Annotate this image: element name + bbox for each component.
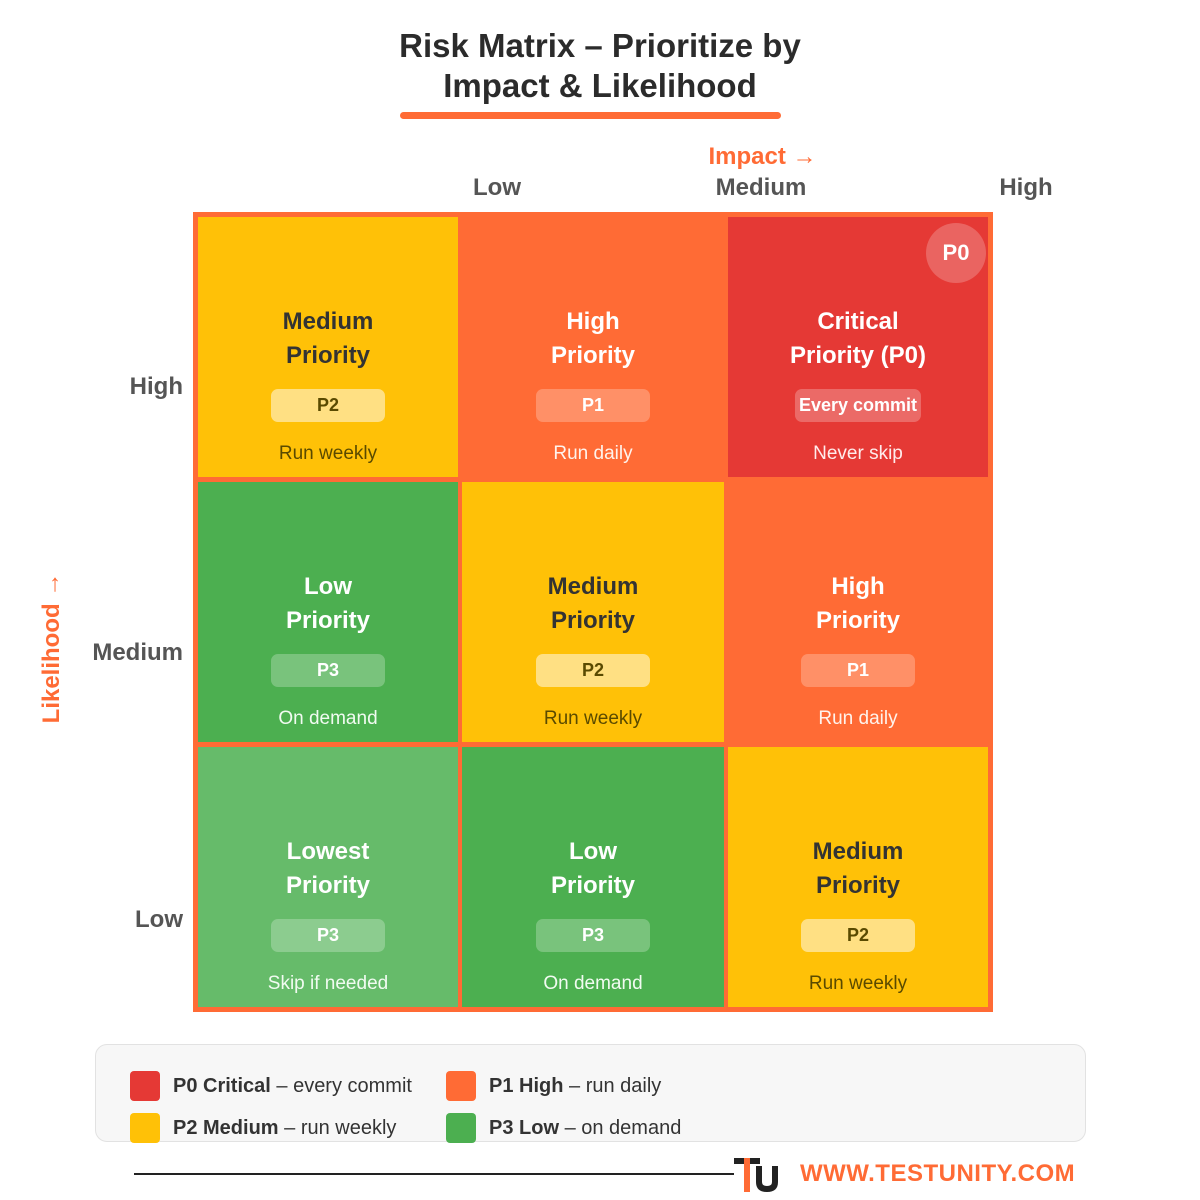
priority-badge: P2 — [801, 919, 915, 952]
risk-matrix: Medium Priority P2 Run weekly High Priorit… — [193, 212, 993, 1012]
p0-corner-badge: P0 — [926, 223, 986, 283]
legend: P0 Critical – every commit P1 High – run… — [95, 1044, 1086, 1143]
likelihood-label-low: Low — [135, 906, 183, 933]
priority-badge: P1 — [801, 654, 915, 687]
run-frequency: Skip if needed — [267, 973, 389, 994]
matrix-cell-low-likelihood-low-impact: Lowest Priority P3 Skip if needed — [198, 747, 458, 1007]
matrix-cell-high-likelihood-high-impact: P0 Critical Priority (P0) Every commit Ne… — [728, 217, 988, 477]
title-underline — [400, 112, 781, 119]
cell-title: Low Priority — [285, 573, 371, 634]
legend-swatch — [446, 1113, 476, 1143]
legend-item-p0: P0 Critical – every commit — [130, 1071, 412, 1101]
run-frequency: Run daily — [818, 708, 898, 729]
impact-axis-title: Impact → — [708, 143, 817, 170]
cell-title: Lowest Priority — [285, 838, 371, 899]
legend-item-p2: P2 Medium – run weekly — [130, 1113, 396, 1143]
priority-badge: P2 — [536, 654, 650, 687]
priority-badge: P1 — [536, 389, 650, 422]
run-frequency: Run weekly — [808, 973, 908, 994]
title-line-1: Risk Matrix – Prioritize by — [399, 27, 801, 64]
header: Risk Matrix – Prioritize by Impact & Lik… — [0, 26, 1200, 106]
cell-title: High Priority — [550, 308, 636, 369]
matrix-cell-low-likelihood-medium-impact: Low Priority P3 On demand — [462, 747, 724, 1007]
run-frequency: Never skip — [813, 443, 903, 464]
priority-badge: P3 — [271, 654, 385, 687]
legend-item-p3: P3 Low – on demand — [446, 1113, 681, 1143]
priority-badge: P2 — [271, 389, 385, 422]
run-frequency: Run weekly — [278, 443, 378, 464]
matrix-cell-medium-likelihood-low-impact: Low Priority P3 On demand — [198, 482, 458, 742]
priority-badge: P3 — [536, 919, 650, 952]
cell-title: Medium Priority — [282, 308, 374, 369]
run-frequency: On demand — [278, 708, 378, 729]
impact-label-high: High — [999, 174, 1053, 201]
legend-swatch — [130, 1071, 160, 1101]
footer-divider — [134, 1173, 734, 1175]
cell-title: High Priority — [815, 573, 901, 634]
impact-label-low: Low — [473, 174, 521, 201]
priority-badge: Every commit — [794, 389, 922, 422]
run-frequency: On demand — [543, 973, 643, 994]
website-link[interactable]: WWW.TESTUNITY.COM — [800, 1160, 1076, 1187]
likelihood-label-medium: Medium — [92, 639, 183, 666]
priority-badge: P3 — [271, 919, 385, 952]
testunity-logo-icon — [734, 1158, 778, 1192]
matrix-cell-high-likelihood-low-impact: Medium Priority P2 Run weekly — [198, 217, 458, 477]
cell-title: Critical Priority (P0) — [789, 308, 927, 369]
run-frequency: Run daily — [553, 443, 633, 464]
cell-title: Low Priority — [550, 838, 636, 899]
legend-swatch — [446, 1071, 476, 1101]
legend-item-p1: P1 High – run daily — [446, 1071, 661, 1101]
likelihood-label-high: High — [129, 373, 183, 400]
matrix-cell-medium-likelihood-high-impact: High Priority P1 Run daily — [728, 482, 988, 742]
matrix-cell-medium-likelihood-medium-impact: Medium Priority P2 Run weekly — [462, 482, 724, 742]
cell-title: Medium Priority — [812, 838, 904, 899]
title-line-2: Impact & Likelihood — [443, 67, 757, 104]
matrix-cell-low-likelihood-high-impact: Medium Priority P2 Run weekly — [728, 747, 988, 1007]
legend-swatch — [130, 1113, 160, 1143]
cell-title: Medium Priority — [547, 573, 639, 634]
run-frequency: Run weekly — [543, 708, 643, 729]
page-title: Risk Matrix – Prioritize by Impact & Lik… — [320, 26, 880, 106]
impact-label-medium: Medium — [715, 174, 807, 201]
matrix-cell-high-likelihood-medium-impact: High Priority P1 Run daily — [462, 217, 724, 477]
